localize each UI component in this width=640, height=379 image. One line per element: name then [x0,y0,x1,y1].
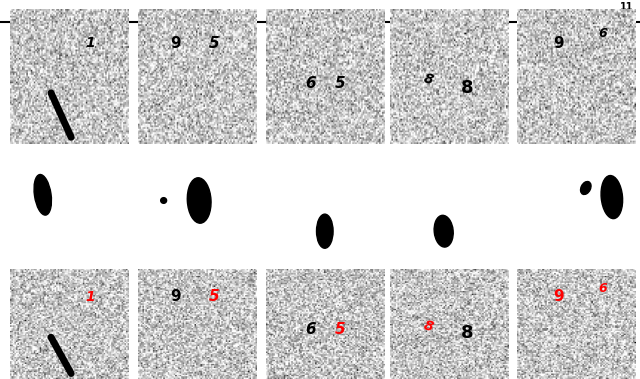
Text: 5: 5 [209,36,220,51]
Text: 5: 5 [209,289,220,304]
Text: 8: 8 [422,318,435,334]
Text: 1: 1 [85,36,95,50]
Ellipse shape [34,174,51,215]
Ellipse shape [188,178,211,223]
Text: 5: 5 [335,76,346,91]
Ellipse shape [580,182,591,194]
Ellipse shape [317,214,333,248]
Text: 9: 9 [553,36,564,51]
Ellipse shape [161,198,166,203]
Text: 5: 5 [335,322,346,337]
Text: 6: 6 [598,27,607,40]
Text: 9: 9 [170,36,181,51]
Text: 9: 9 [170,289,181,304]
Text: 6: 6 [305,322,316,337]
Text: 1: 1 [85,290,95,304]
Ellipse shape [601,175,623,219]
Text: 6: 6 [305,76,316,91]
Text: 8: 8 [422,71,435,88]
Text: 8: 8 [461,78,474,97]
Text: 9: 9 [553,289,564,304]
Text: 8: 8 [461,324,474,342]
Text: 11: 11 [620,2,634,13]
Ellipse shape [434,215,453,247]
Text: 6: 6 [598,282,607,295]
